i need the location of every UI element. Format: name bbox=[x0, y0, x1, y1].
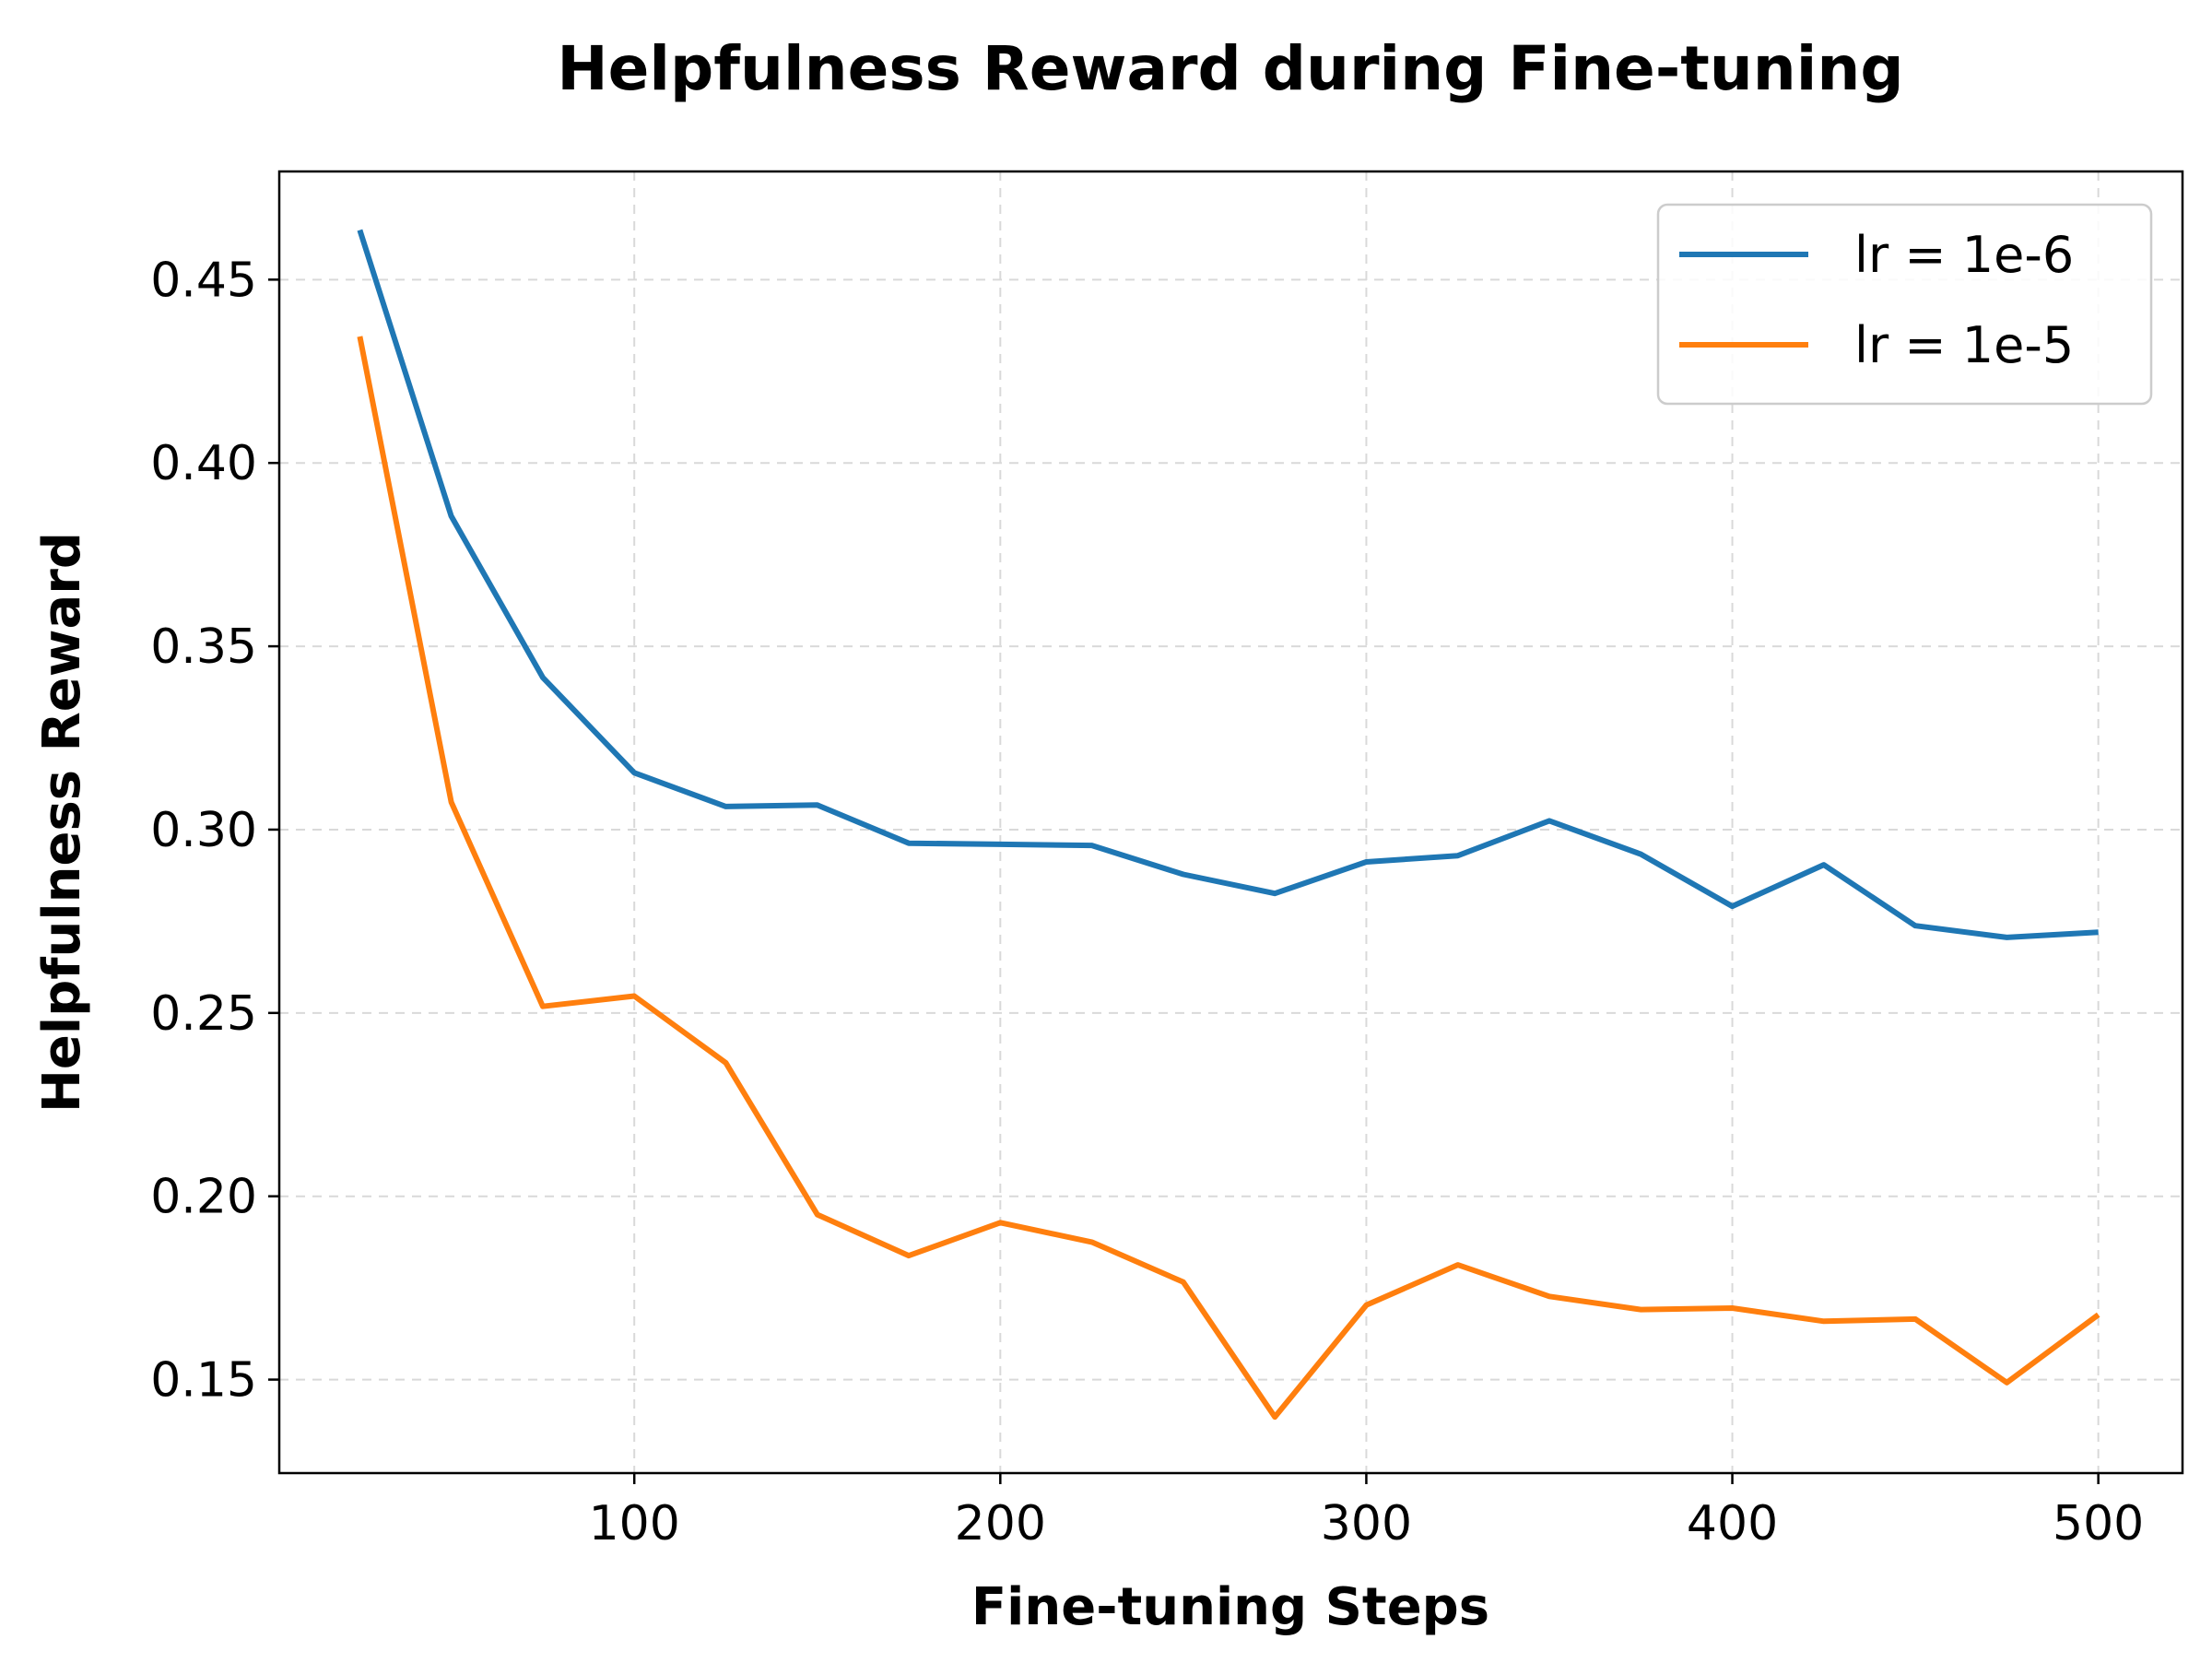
series-lines bbox=[357, 229, 2100, 1421]
legend-label-lr-1e-5: lr = 1e-5 bbox=[1854, 316, 2074, 374]
grid-lines bbox=[279, 171, 2183, 1473]
y-tick-label: 0.25 bbox=[150, 986, 257, 1042]
y-tick-label: 0.30 bbox=[150, 803, 257, 858]
y-tick-label: 0.40 bbox=[150, 436, 257, 491]
y-axis-label: Helpfulness Reward bbox=[32, 532, 92, 1113]
x-tick-label: 500 bbox=[2053, 1496, 2144, 1551]
axis-ticks bbox=[268, 278, 2100, 1484]
legend-label-lr-1e-6: lr = 1e-6 bbox=[1854, 226, 2074, 284]
series-line-lr-1e-5 bbox=[357, 336, 2100, 1421]
series-line-lr-1e-6 bbox=[357, 229, 2099, 940]
x-tick-label: 300 bbox=[1321, 1496, 1412, 1551]
chart-legend: lr = 1e-6 lr = 1e-5 bbox=[1656, 203, 2153, 406]
y-tick-label: 0.45 bbox=[150, 253, 257, 308]
x-axis-label: Fine-tuning Steps bbox=[971, 1577, 1489, 1637]
y-tick-label: 0.35 bbox=[150, 619, 257, 675]
x-tick-label: 100 bbox=[589, 1496, 680, 1551]
y-tick-label: 0.15 bbox=[150, 1353, 257, 1409]
chart-title: Helpfulness Reward during Fine-tuning bbox=[557, 33, 1903, 104]
x-tick-label: 200 bbox=[955, 1496, 1046, 1551]
x-tick-label: 400 bbox=[1687, 1496, 1778, 1551]
axis-tick-labels: 100 200 300 400 500 0.15 0.20 0.25 0.30 0.35 0.40 0… bbox=[150, 253, 2144, 1551]
y-tick-label: 0.20 bbox=[150, 1170, 257, 1225]
plot-area-frame bbox=[277, 170, 2184, 1475]
